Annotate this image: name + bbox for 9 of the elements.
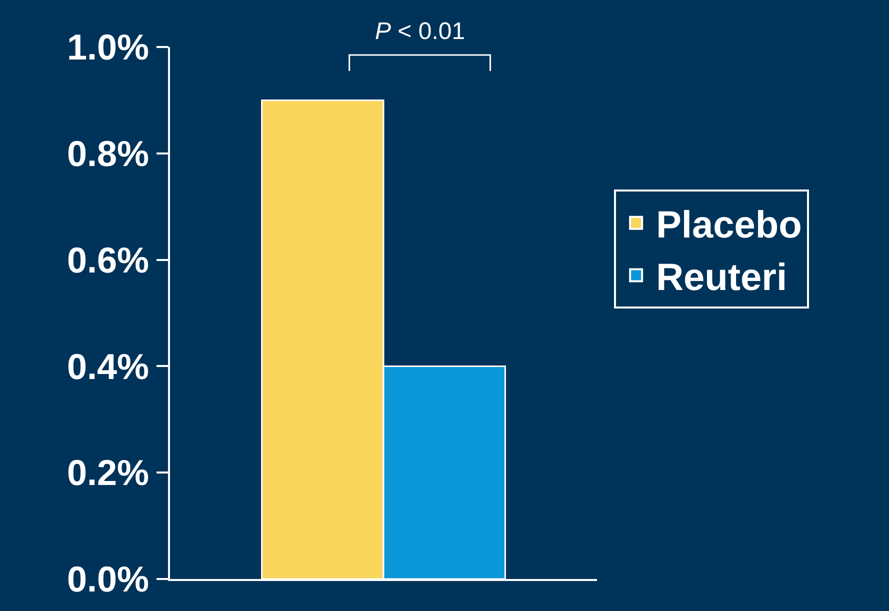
text: P < 0.01 (375, 18, 466, 45)
y-tick-label: 0.6% (66, 239, 150, 280)
y-tick-label: 0.8% (66, 133, 150, 174)
legend-label: Reuteri (656, 257, 787, 300)
y-tick-label: 0.2% (66, 452, 150, 494)
y-tick-label: 1.0% (66, 26, 150, 68)
legend-label: Placebo (656, 204, 802, 247)
y-tick-label: 0.4% (66, 346, 150, 387)
y-tick-label: 0.0% (66, 558, 150, 600)
